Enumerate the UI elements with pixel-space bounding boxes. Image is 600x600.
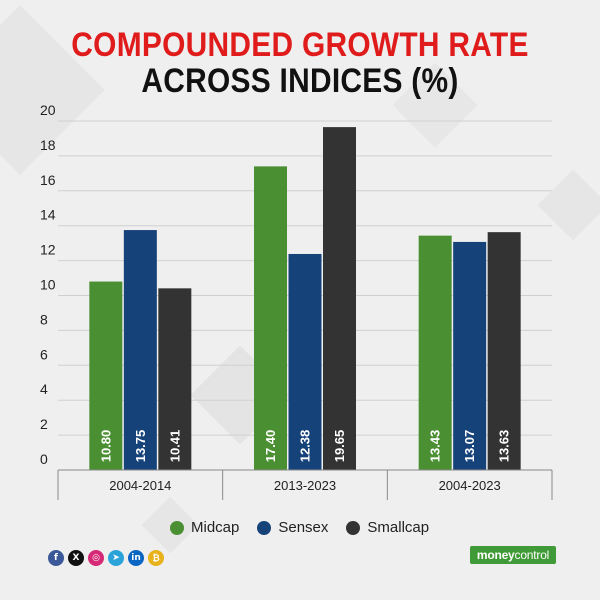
y-tick-label: 4 <box>40 381 48 397</box>
legend-item-smallcap: Smallcap <box>346 519 429 536</box>
coin-icon[interactable]: ₿ <box>148 550 164 566</box>
bar-midcap <box>254 166 287 470</box>
y-tick-label: 8 <box>40 311 48 327</box>
bar-sensex <box>453 241 487 470</box>
legend-swatch <box>346 520 361 535</box>
y-tick-label: 20 <box>40 102 56 118</box>
legend-item-midcap: Midcap <box>170 519 239 536</box>
bar-smallcap <box>158 288 192 470</box>
bar-smallcap <box>323 127 356 471</box>
bar-sensex <box>288 253 322 470</box>
bar-midcap <box>89 281 123 470</box>
data-label: 13.07 <box>462 430 477 463</box>
y-tick-label: 18 <box>40 137 56 153</box>
data-label: 10.80 <box>98 430 113 463</box>
telegram-icon[interactable]: ➤ <box>108 550 124 566</box>
x-category-label: 2004-2023 <box>439 478 501 493</box>
data-label: 13.43 <box>428 430 443 463</box>
legend-label: Smallcap <box>367 519 430 536</box>
y-tick-label: 10 <box>40 277 56 293</box>
y-tick-label: 6 <box>40 346 48 362</box>
chart-legend: Midcap Sensex Smallcap <box>170 519 429 536</box>
x-category-label: 2004-2014 <box>109 478 171 493</box>
data-label: 13.63 <box>497 430 512 463</box>
y-tick-label: 12 <box>40 242 56 258</box>
instagram-icon[interactable]: ◎ <box>88 550 104 566</box>
legend-item-sensex: Sensex <box>257 519 328 536</box>
data-label: 17.40 <box>263 430 278 463</box>
data-label: 19.65 <box>332 430 347 463</box>
bar-midcap <box>418 235 452 470</box>
moneycontrol-logo[interactable]: money control <box>470 546 556 564</box>
legend-swatch <box>257 520 272 535</box>
logo-text-light: control <box>514 548 550 562</box>
legend-label: Midcap <box>191 519 240 536</box>
chart-title-line2: ACROSS INDICES (%) <box>141 62 459 100</box>
data-label: 13.75 <box>133 430 148 463</box>
bar-sensex <box>123 230 157 470</box>
linkedin-icon[interactable]: in <box>128 550 144 566</box>
facebook-icon[interactable]: f <box>48 550 64 566</box>
data-label: 10.41 <box>167 430 182 463</box>
social-icons: f X ◎ ➤ in ₿ <box>48 550 164 566</box>
y-tick-label: 0 <box>40 451 48 467</box>
logo-text-bold: money <box>476 548 515 562</box>
x-category-label: 2013-2023 <box>274 478 336 493</box>
legend-swatch <box>170 520 184 535</box>
data-label: 12.38 <box>298 430 313 463</box>
bar-smallcap <box>487 232 521 470</box>
chart-title-line1: COMPOUNDED GROWTH RATE <box>71 26 529 64</box>
legend-label: Sensex <box>278 519 329 536</box>
y-tick-label: 16 <box>40 172 56 188</box>
y-tick-label: 2 <box>40 416 48 432</box>
y-tick-label: 14 <box>40 207 56 223</box>
x-icon[interactable]: X <box>68 550 84 566</box>
